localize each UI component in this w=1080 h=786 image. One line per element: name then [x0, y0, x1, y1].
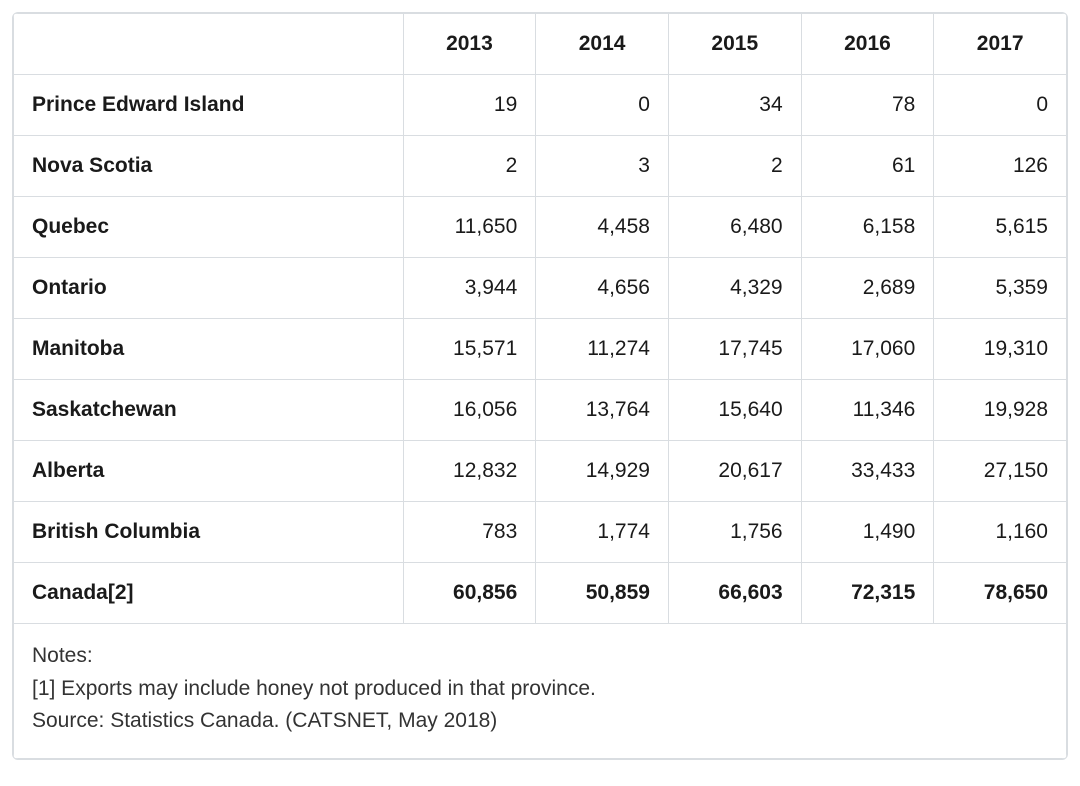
- cell: 61: [801, 136, 934, 197]
- cell: 5,615: [934, 197, 1067, 258]
- cell: 12,832: [403, 441, 536, 502]
- header-year: 2015: [668, 14, 801, 75]
- cell: 3: [536, 136, 669, 197]
- table-row: Alberta 12,832 14,929 20,617 33,433 27,1…: [14, 441, 1067, 502]
- table-row: Saskatchewan 16,056 13,764 15,640 11,346…: [14, 380, 1067, 441]
- cell: 11,346: [801, 380, 934, 441]
- row-label: Prince Edward Island: [14, 75, 404, 136]
- cell: 3,944: [403, 258, 536, 319]
- cell: 60,856: [403, 563, 536, 624]
- data-table: 2013 2014 2015 2016 2017 Prince Edward I…: [13, 13, 1067, 759]
- cell: 126: [934, 136, 1067, 197]
- table-row: Quebec 11,650 4,458 6,480 6,158 5,615: [14, 197, 1067, 258]
- cell: 20,617: [668, 441, 801, 502]
- table-header-row: 2013 2014 2015 2016 2017: [14, 14, 1067, 75]
- cell: 27,150: [934, 441, 1067, 502]
- cell: 13,764: [536, 380, 669, 441]
- cell: 33,433: [801, 441, 934, 502]
- cell: 11,274: [536, 319, 669, 380]
- cell: 72,315: [801, 563, 934, 624]
- row-label: Nova Scotia: [14, 136, 404, 197]
- cell: 2: [403, 136, 536, 197]
- row-label: Alberta: [14, 441, 404, 502]
- cell: 2,689: [801, 258, 934, 319]
- row-label: Ontario: [14, 258, 404, 319]
- cell: 14,929: [536, 441, 669, 502]
- row-label: British Columbia: [14, 502, 404, 563]
- header-blank: [14, 14, 404, 75]
- header-year: 2017: [934, 14, 1067, 75]
- cell: 50,859: [536, 563, 669, 624]
- header-year: 2013: [403, 14, 536, 75]
- cell: 4,329: [668, 258, 801, 319]
- cell: 16,056: [403, 380, 536, 441]
- cell: 0: [934, 75, 1067, 136]
- cell: 1,160: [934, 502, 1067, 563]
- notes-cell: Notes: [1] Exports may include honey not…: [14, 624, 1067, 759]
- row-label: Manitoba: [14, 319, 404, 380]
- cell: 17,745: [668, 319, 801, 380]
- row-label: Canada[2]: [14, 563, 404, 624]
- table-row: Ontario 3,944 4,656 4,329 2,689 5,359: [14, 258, 1067, 319]
- notes-line: Source: Statistics Canada. (CATSNET, May…: [32, 705, 1048, 738]
- row-label: Quebec: [14, 197, 404, 258]
- table-row-total: Canada[2] 60,856 50,859 66,603 72,315 78…: [14, 563, 1067, 624]
- cell: 11,650: [403, 197, 536, 258]
- table-row: Manitoba 15,571 11,274 17,745 17,060 19,…: [14, 319, 1067, 380]
- cell: 15,571: [403, 319, 536, 380]
- table-notes-row: Notes: [1] Exports may include honey not…: [14, 624, 1067, 759]
- cell: 0: [536, 75, 669, 136]
- table-row: Nova Scotia 2 3 2 61 126: [14, 136, 1067, 197]
- table-row: British Columbia 783 1,774 1,756 1,490 1…: [14, 502, 1067, 563]
- table-body: Prince Edward Island 19 0 34 78 0 Nova S…: [14, 75, 1067, 759]
- cell: 66,603: [668, 563, 801, 624]
- cell: 19,928: [934, 380, 1067, 441]
- cell: 4,458: [536, 197, 669, 258]
- cell: 19: [403, 75, 536, 136]
- cell: 4,656: [536, 258, 669, 319]
- cell: 1,490: [801, 502, 934, 563]
- notes-heading: Notes:: [32, 640, 1048, 673]
- cell: 34: [668, 75, 801, 136]
- header-year: 2014: [536, 14, 669, 75]
- cell: 6,158: [801, 197, 934, 258]
- data-table-container: 2013 2014 2015 2016 2017 Prince Edward I…: [12, 12, 1068, 760]
- cell: 15,640: [668, 380, 801, 441]
- table-row: Prince Edward Island 19 0 34 78 0: [14, 75, 1067, 136]
- cell: 6,480: [668, 197, 801, 258]
- notes-line: [1] Exports may include honey not produc…: [32, 673, 1048, 706]
- cell: 1,774: [536, 502, 669, 563]
- row-label: Saskatchewan: [14, 380, 404, 441]
- cell: 19,310: [934, 319, 1067, 380]
- cell: 78,650: [934, 563, 1067, 624]
- cell: 2: [668, 136, 801, 197]
- cell: 783: [403, 502, 536, 563]
- cell: 5,359: [934, 258, 1067, 319]
- cell: 1,756: [668, 502, 801, 563]
- cell: 17,060: [801, 319, 934, 380]
- header-year: 2016: [801, 14, 934, 75]
- cell: 78: [801, 75, 934, 136]
